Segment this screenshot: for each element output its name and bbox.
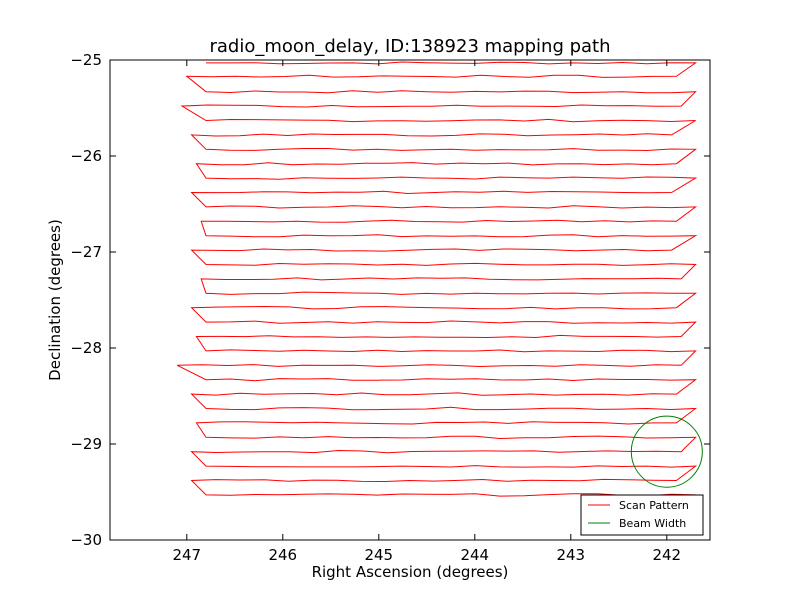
plot-area (110, 60, 710, 540)
beam-width-circle (630, 415, 703, 488)
plot-frame (109, 59, 711, 541)
y-tick-label: −27 (70, 243, 102, 261)
x-tick-label: 244 (460, 546, 489, 564)
x-tick-label: 243 (556, 546, 585, 564)
chart-title: radio_moon_delay, ID:138923 mapping path (209, 36, 610, 57)
scan-pattern-line (176, 61, 698, 497)
scan-pattern-series (176, 61, 698, 497)
legend-box (580, 494, 704, 536)
y-tick-label: −26 (70, 147, 102, 165)
legend-label-scan-pattern: Scan Pattern (619, 499, 689, 512)
legend: Scan Pattern Beam Width (580, 494, 704, 536)
y-axis: −25 −26 −27 −28 −29 −30 (70, 51, 710, 549)
x-tick-label: 246 (268, 546, 297, 564)
legend-label-beam-width: Beam Width (619, 517, 686, 530)
y-axis-label: Declination (degrees) (46, 219, 64, 381)
y-tick-label: −29 (70, 435, 102, 453)
beam-width-series (630, 415, 703, 488)
x-tick-label: 247 (172, 546, 201, 564)
y-tick-label: −30 (70, 531, 102, 549)
x-axis-label: Right Ascension (degrees) (312, 563, 509, 581)
x-tick-label: 245 (364, 546, 393, 564)
y-tick-label: −28 (70, 339, 102, 357)
x-tick-label: 242 (652, 546, 681, 564)
y-tick-label: −25 (70, 51, 102, 69)
